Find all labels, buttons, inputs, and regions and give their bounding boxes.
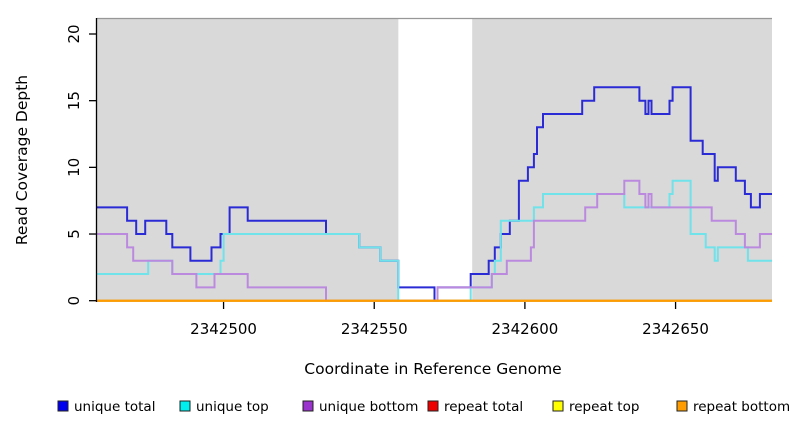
legend-item-repeat-top: repeat top [552,399,639,415]
x-tick-label: 2342550 [341,320,408,338]
x-axis-title: Coordinate in Reference Genome [304,360,561,378]
legend-swatch-repeat-top [552,400,564,412]
series-line-unique-bottom [97,179,772,302]
legend-label: unique bottom [319,399,418,415]
y-tick-label: 10 [65,158,83,177]
legend-label: unique top [196,399,269,415]
legend-swatch-unique-top [179,400,191,412]
legend-item-repeat-total: repeat total [427,399,523,415]
legend-label: unique total [74,399,155,415]
x-tick-label: 2342600 [491,320,558,338]
legend-swatch-unique-bottom [302,400,314,412]
series-lines [97,86,772,302]
legend-swatch-repeat-bottom [676,400,688,412]
legend-swatch-unique-total [57,400,69,412]
legend-item-unique-bottom: unique bottom [302,399,418,415]
y-axis-title: Read Coverage Depth [13,75,31,245]
axes: 0 5 10 15 20 2342500 2342550 2342600 2342650 [65,18,709,338]
legend-label: repeat top [569,399,639,415]
legend-item-unique-top: unique top [179,399,269,415]
y-tick-label: 20 [65,24,83,43]
legend-swatch-repeat-total [427,400,439,412]
y-tick-label: 0 [65,296,83,306]
legend-item-unique-total: unique total [57,399,155,415]
legend-label: repeat total [444,399,523,415]
x-tick-label: 2342500 [190,320,257,338]
x-tick-label: 2342650 [642,320,709,338]
y-tick-label: 15 [65,91,83,110]
legend-item-repeat-bottom: repeat bottom [676,399,790,415]
series-line-unique-top [97,179,772,302]
highlight-band [398,18,473,302]
y-tick-label: 5 [65,229,83,239]
legend-label: repeat bottom [693,399,790,415]
plot-background [97,17,772,302]
legend: unique total unique top unique bottom repea… [57,399,790,415]
